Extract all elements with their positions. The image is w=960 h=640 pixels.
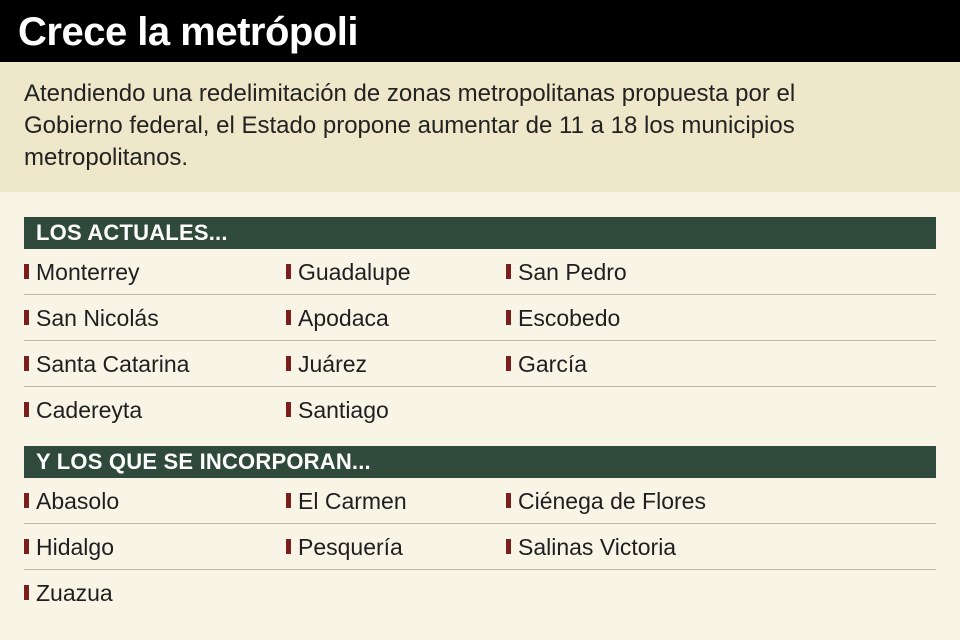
bullet-icon <box>24 356 29 371</box>
municipality-name: Apodaca <box>298 304 389 331</box>
bullet-icon <box>24 402 29 417</box>
page-title: Crece la metrópoli <box>18 10 359 54</box>
municipality-name: San Pedro <box>518 258 627 285</box>
municipality-name: San Nicolás <box>36 304 159 331</box>
municipality-name: Salinas Victoria <box>518 533 677 560</box>
bullet-icon <box>506 264 511 279</box>
table-row: Cadereyta Santiago <box>24 387 936 433</box>
list-item: Zuazua <box>24 570 113 615</box>
municipality-name: Guadalupe <box>298 258 411 285</box>
list-item: San Nicolás <box>24 295 159 340</box>
list-item: Hidalgo <box>24 524 114 569</box>
list-item: Salinas Victoria <box>506 524 676 569</box>
bullet-icon <box>286 493 291 508</box>
bullet-icon <box>506 310 511 325</box>
list-item: Cadereyta <box>24 387 142 432</box>
municipality-name: El Carmen <box>298 487 407 514</box>
municipality-name: Santa Catarina <box>36 350 190 377</box>
municipality-name: García <box>518 350 588 377</box>
title-bar <box>0 0 960 62</box>
list-item: Juárez <box>286 341 367 386</box>
list-item: Monterrey <box>24 249 140 294</box>
bullet-icon <box>24 264 29 279</box>
bullet-icon <box>506 539 511 554</box>
section-heading: Y LOS QUE SE INCORPORAN... <box>24 446 936 478</box>
municipality-name: Santiago <box>298 396 389 423</box>
municipality-name: Monterrey <box>36 258 140 285</box>
list-item: Santiago <box>286 387 389 432</box>
table-row: Monterrey Guadalupe San Pedro <box>24 249 936 295</box>
list-item: Abasolo <box>24 478 119 523</box>
bullet-icon <box>24 310 29 325</box>
bullet-icon <box>286 402 291 417</box>
bullet-icon <box>24 585 29 600</box>
table-row: San Nicolás Apodaca Escobedo <box>24 295 936 341</box>
bullet-icon <box>24 493 29 508</box>
section-new: Y LOS QUE SE INCORPORAN... Abasolo El Ca… <box>24 446 936 616</box>
list-item: Santa Catarina <box>24 341 189 386</box>
bullet-icon <box>286 539 291 554</box>
list-item: San Pedro <box>506 249 627 294</box>
municipality-name: Abasolo <box>36 487 120 514</box>
list-item: Apodaca <box>286 295 389 340</box>
municipality-name: Juárez <box>298 350 368 377</box>
list-item: Pesquería <box>286 524 403 569</box>
municipality-name: Escobedo <box>518 304 621 331</box>
municipality-name: Hidalgo <box>36 533 114 560</box>
municipality-name: Ciénega de Flores <box>518 487 706 514</box>
bullet-icon <box>286 264 291 279</box>
list-item: Guadalupe <box>286 249 411 294</box>
bullet-icon <box>286 356 291 371</box>
intro-text: Atendiendo una redelimitación de zonas m… <box>24 80 796 171</box>
list-item: Escobedo <box>506 295 620 340</box>
table-row: Abasolo El Carmen Ciénega de Flores <box>24 478 936 524</box>
bullet-icon <box>506 493 511 508</box>
table-row: Hidalgo Pesquería Salinas Victoria <box>24 524 936 570</box>
bullet-icon <box>506 356 511 371</box>
intro-band <box>0 62 960 192</box>
table-row: Zuazua <box>24 570 936 616</box>
municipality-name: Cadereyta <box>36 396 143 423</box>
table-row: Santa Catarina Juárez García <box>24 341 936 387</box>
municipality-name: Pesquería <box>298 533 403 560</box>
section-current: LOS ACTUALES... Monterrey Guadalupe San … <box>24 217 936 433</box>
municipality-name: Zuazua <box>36 579 113 606</box>
list-item: García <box>506 341 587 386</box>
list-item: El Carmen <box>286 478 407 523</box>
bullet-icon <box>24 539 29 554</box>
section-heading: LOS ACTUALES... <box>24 217 936 249</box>
bullet-icon <box>286 310 291 325</box>
list-item: Ciénega de Flores <box>506 478 706 523</box>
